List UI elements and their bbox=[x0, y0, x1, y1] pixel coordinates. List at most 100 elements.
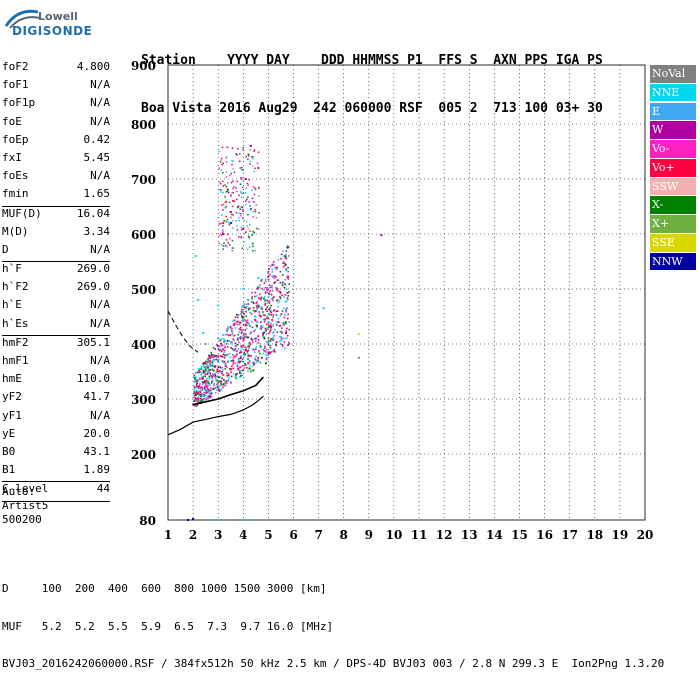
upper-cloud-point bbox=[258, 211, 260, 214]
cloud-point bbox=[235, 373, 237, 376]
upper-cloud-point bbox=[222, 248, 224, 250]
cloud-point bbox=[207, 361, 209, 364]
cloud-point bbox=[209, 355, 211, 357]
legend-item: Vo- bbox=[650, 140, 696, 158]
cloud-point bbox=[248, 347, 250, 349]
upper-cloud-point bbox=[231, 163, 233, 166]
cloud-point bbox=[236, 323, 239, 326]
cloud-point bbox=[217, 366, 219, 369]
cloud-point bbox=[205, 390, 208, 393]
param-value: N/A bbox=[90, 242, 110, 256]
cloud-point bbox=[239, 361, 241, 363]
cloud-point bbox=[245, 315, 248, 318]
legend-item: X- bbox=[650, 196, 696, 215]
cloud-point bbox=[272, 332, 274, 334]
cloud-point bbox=[215, 358, 218, 361]
data-point-vo- bbox=[232, 200, 235, 202]
cloud-point bbox=[262, 332, 264, 335]
cloud-point bbox=[201, 371, 203, 374]
header-line1: Station YYYY DAY DDD HHMMSS P1 FFS S AXN… bbox=[141, 53, 603, 68]
cloud-point bbox=[205, 365, 208, 368]
cloud-point bbox=[197, 393, 200, 395]
upper-cloud-point bbox=[254, 167, 256, 170]
upper-cloud-point bbox=[236, 206, 239, 209]
upper-cloud-point bbox=[249, 204, 251, 207]
cloud-point bbox=[280, 336, 283, 338]
cloud-point bbox=[288, 283, 290, 285]
cloud-point bbox=[236, 343, 239, 346]
cloud-point bbox=[267, 337, 270, 339]
cloud-point bbox=[248, 341, 251, 344]
cloud-point bbox=[278, 290, 280, 293]
cloud-point bbox=[237, 361, 240, 363]
cloud-point bbox=[252, 364, 254, 367]
data-point-x- bbox=[204, 391, 207, 394]
cloud-point bbox=[195, 372, 197, 374]
y-tick-label: 200 bbox=[131, 448, 156, 462]
cloud-point bbox=[281, 344, 284, 346]
param-value: N/A bbox=[90, 169, 110, 183]
cloud-point bbox=[193, 375, 195, 378]
cloud-point bbox=[215, 380, 218, 382]
profile-curve bbox=[167, 395, 264, 436]
cloud-point bbox=[272, 261, 275, 263]
upper-cloud-point bbox=[232, 160, 234, 163]
cloud-point bbox=[230, 367, 233, 370]
cloud-point bbox=[287, 298, 289, 301]
autoscaling-info: Auto: Artist5 500200 bbox=[2, 485, 48, 527]
cloud-point bbox=[225, 343, 228, 345]
param-value: 41.7 bbox=[83, 390, 111, 404]
cloud-point bbox=[265, 328, 268, 330]
upper-cloud-point bbox=[230, 194, 232, 196]
cloud-point bbox=[287, 246, 289, 248]
cloud-point bbox=[208, 371, 211, 373]
cloud-point bbox=[239, 357, 242, 360]
upper-cloud-point bbox=[239, 167, 241, 169]
cloud-point bbox=[248, 367, 250, 370]
param-value: 269.0 bbox=[76, 262, 110, 276]
cloud-point bbox=[287, 266, 289, 269]
upper-cloud-point bbox=[252, 201, 255, 203]
upper-cloud-point bbox=[240, 168, 243, 171]
upper-cloud-point bbox=[230, 216, 232, 219]
cloud-point bbox=[276, 310, 279, 312]
param-key: D bbox=[2, 242, 9, 256]
cloud-point bbox=[206, 391, 208, 394]
cloud-point bbox=[240, 336, 243, 338]
cloud-point bbox=[263, 337, 266, 340]
cloud-point bbox=[258, 305, 260, 308]
upper-cloud-point bbox=[237, 148, 239, 150]
cloud-point bbox=[220, 382, 222, 385]
upper-cloud-point bbox=[242, 179, 245, 182]
cloud-point bbox=[268, 268, 270, 270]
cloud-point bbox=[207, 358, 209, 360]
cloud-point bbox=[241, 315, 243, 318]
data-point-nnw bbox=[187, 519, 190, 521]
cloud-point bbox=[221, 344, 224, 346]
cloud-point bbox=[255, 324, 258, 327]
upper-cloud-point bbox=[225, 176, 228, 178]
param-value: 269.0 bbox=[76, 280, 110, 294]
param-key: MUF(D) bbox=[2, 206, 42, 220]
x-tick-label: 6 bbox=[289, 528, 297, 542]
cloud-point bbox=[260, 280, 263, 282]
cloud-point bbox=[284, 283, 287, 286]
cloud-point bbox=[234, 362, 236, 364]
upper-cloud-point bbox=[249, 149, 251, 151]
cloud-point bbox=[283, 323, 286, 325]
cloud-point bbox=[222, 338, 225, 340]
cloud-point bbox=[268, 308, 270, 311]
param-row: h`E N/A bbox=[2, 298, 110, 316]
cloud-point bbox=[242, 323, 245, 326]
cloud-point bbox=[265, 323, 268, 326]
cloud-point bbox=[247, 303, 250, 305]
cloud-point bbox=[231, 365, 233, 368]
param-separator bbox=[2, 261, 110, 263]
upper-cloud-point bbox=[254, 187, 256, 189]
cloud-point bbox=[236, 365, 239, 367]
cloud-point bbox=[230, 371, 232, 374]
param-row: C-level 44 bbox=[2, 482, 110, 500]
cloud-point bbox=[260, 321, 262, 323]
data-point-nne bbox=[279, 343, 282, 345]
cloud-point bbox=[282, 274, 284, 276]
